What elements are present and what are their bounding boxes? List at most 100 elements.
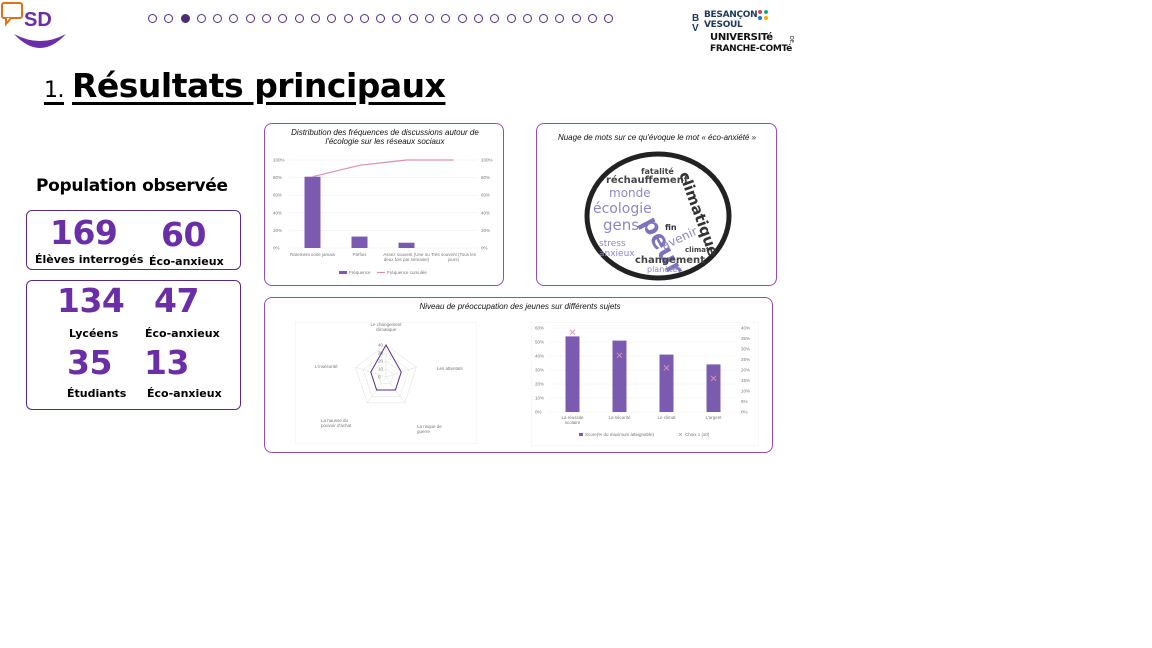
y-tick-label: 60% bbox=[273, 193, 282, 198]
progress-dot[interactable] bbox=[262, 14, 272, 23]
frequency-chart: 0% 0% 20% 20% 40% 40% 60% 60% 80% 80% 100% 100% Rare… bbox=[273, 158, 493, 276]
progress-dot[interactable] bbox=[164, 14, 174, 23]
progress-dot[interactable] bbox=[310, 14, 320, 23]
progress-dot[interactable] bbox=[196, 14, 206, 23]
x-tick-label: La réussite bbox=[561, 415, 584, 420]
total-anx-label: Éco-anxieux bbox=[149, 255, 224, 268]
radar-tick-label: 40 bbox=[378, 343, 384, 348]
lyceens-anx-count: 47 bbox=[154, 281, 199, 320]
word-ecologie: écologie bbox=[593, 201, 652, 217]
preoccupation-panel: Niveau de préoccupation des jeunes sur d… bbox=[264, 297, 773, 453]
legend-label: Fréquence cumulée bbox=[387, 270, 427, 275]
y-tick-label: 0% bbox=[273, 246, 280, 251]
etudiants-anx-count: 13 bbox=[144, 343, 189, 382]
radar-grid bbox=[355, 344, 417, 404]
progress-dot[interactable] bbox=[506, 14, 516, 23]
x-tick-label: Parfois bbox=[352, 252, 367, 257]
y2-tick-label: 100% bbox=[481, 158, 493, 163]
stat-box-total: 169 Élèves interrogés 60 Éco-anxieux bbox=[26, 210, 241, 270]
radar-axis-label: Les attentats bbox=[437, 366, 464, 371]
x-tick-label: La sécurité bbox=[608, 415, 631, 420]
progress-dot[interactable] bbox=[392, 14, 402, 23]
radar-series bbox=[370, 343, 402, 391]
progress-dot[interactable] bbox=[294, 14, 304, 23]
preoccupation-title: Niveau de préoccupation des jeunes sur d… bbox=[419, 302, 621, 311]
word-cloud-title: Nuage de mots sur ce qu'évoque le mot « … bbox=[557, 133, 757, 142]
y-tick-label: 60% bbox=[535, 326, 544, 331]
progress-dot[interactable] bbox=[588, 14, 598, 23]
frequency-chart-title: Distribution des fréquences de discussio… bbox=[291, 128, 479, 146]
progress-dot[interactable] bbox=[278, 14, 288, 23]
bar bbox=[304, 176, 321, 248]
radar-axis-label: La risque de bbox=[417, 424, 442, 429]
y2-tick-label: 0% bbox=[481, 246, 488, 251]
word-anxieux: anxieux bbox=[599, 249, 635, 259]
slide-progress-dots bbox=[148, 14, 614, 23]
progress-dot[interactable] bbox=[180, 14, 190, 23]
y-tick-label: 100% bbox=[273, 158, 285, 163]
x-tick-label: scolaire bbox=[565, 420, 581, 425]
radar-tick-label: 10 bbox=[378, 367, 384, 372]
frequency-chart-panel: Distribution des fréquences de discussio… bbox=[264, 123, 504, 286]
legend-label: Choix 1 (x0) bbox=[685, 432, 710, 437]
university-emblem-icon bbox=[758, 10, 768, 20]
legend-swatch bbox=[579, 433, 583, 436]
legend-swatch bbox=[678, 432, 683, 437]
y-tick-label: 50% bbox=[535, 340, 544, 345]
word-planete: planète bbox=[647, 264, 677, 274]
progress-dot[interactable] bbox=[213, 14, 223, 23]
y-tick-label: 10% bbox=[535, 396, 544, 401]
word-fatalite: fatalité bbox=[641, 166, 674, 176]
marker bbox=[663, 365, 670, 371]
y-tick-label: 80% bbox=[273, 175, 282, 180]
y2-tick-label: 80% bbox=[481, 175, 490, 180]
page-title: 1. Résultats principaux bbox=[44, 66, 446, 105]
progress-dot[interactable] bbox=[343, 14, 353, 23]
bar bbox=[565, 336, 580, 412]
progress-dot[interactable] bbox=[457, 14, 467, 23]
marker bbox=[616, 352, 623, 359]
progress-dot[interactable] bbox=[229, 14, 239, 23]
x-tick-label: Rarement voire jamais bbox=[290, 252, 336, 257]
y-tick-label: 40% bbox=[273, 210, 282, 215]
progress-dot[interactable] bbox=[604, 14, 614, 23]
x-tick-label: Assez souvent (Une ou bbox=[383, 252, 430, 257]
progress-dot[interactable] bbox=[376, 14, 386, 23]
progress-dot[interactable] bbox=[148, 14, 157, 23]
progress-dot[interactable] bbox=[490, 14, 500, 23]
y2-tick-label: 10% bbox=[741, 389, 750, 394]
y-tick-label: 0% bbox=[535, 410, 542, 415]
bar bbox=[659, 354, 674, 412]
progress-dot[interactable] bbox=[555, 14, 565, 23]
progress-dot[interactable] bbox=[539, 14, 549, 23]
progress-dot[interactable] bbox=[359, 14, 369, 23]
y2-tick-label: 20% bbox=[481, 228, 490, 233]
word-changement: changement bbox=[635, 255, 705, 266]
progress-dot[interactable] bbox=[473, 14, 483, 23]
x-tick-label: L'argent bbox=[705, 415, 722, 420]
radar-axis-label: L'insécurité bbox=[315, 364, 338, 369]
radar-axis-label: climatique bbox=[376, 327, 397, 332]
radar-axis-label: pouvoir d'achat bbox=[321, 423, 352, 428]
radar-tick-label: 30 bbox=[378, 351, 384, 356]
bar bbox=[398, 242, 415, 248]
progress-dot[interactable] bbox=[327, 14, 337, 23]
university-logo: B V BESANÇON VESOUL UNIVERSITé FRANCHE-C… bbox=[692, 10, 794, 54]
radar-tick-label: 0 bbox=[378, 375, 381, 380]
progress-dot[interactable] bbox=[408, 14, 418, 23]
word-rechauffement: réchauffement bbox=[606, 174, 689, 186]
y2-tick-label: 35% bbox=[741, 336, 750, 341]
progress-dot[interactable] bbox=[522, 14, 532, 23]
y2-tick-label: 0% bbox=[741, 410, 748, 415]
y-tick-label: 30% bbox=[535, 368, 544, 373]
radar-tick-label: 20 bbox=[378, 359, 384, 364]
etudiants-label: Étudiants bbox=[67, 387, 127, 400]
progress-dot[interactable] bbox=[245, 14, 255, 23]
x-tick-label: Très souvent (Tous les bbox=[431, 252, 477, 257]
progress-dot[interactable] bbox=[441, 14, 451, 23]
radar-axis-label: guerre bbox=[417, 429, 431, 434]
word-cloud: fatalité réchauffement climatique monde … bbox=[584, 151, 732, 281]
progress-dot[interactable] bbox=[425, 14, 435, 23]
progress-dot[interactable] bbox=[571, 14, 581, 23]
